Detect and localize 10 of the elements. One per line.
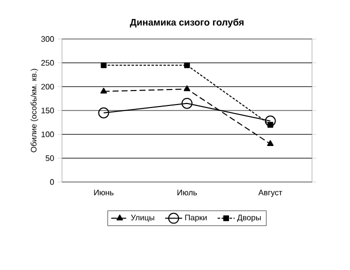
point <box>267 122 274 128</box>
chart-title: Динамика сизого голубя <box>130 18 244 28</box>
point <box>100 88 107 94</box>
point <box>264 116 276 126</box>
point <box>100 62 107 68</box>
point <box>182 98 192 109</box>
point <box>267 140 274 146</box>
point <box>98 107 110 118</box>
point <box>184 62 190 68</box>
point <box>184 85 190 92</box>
